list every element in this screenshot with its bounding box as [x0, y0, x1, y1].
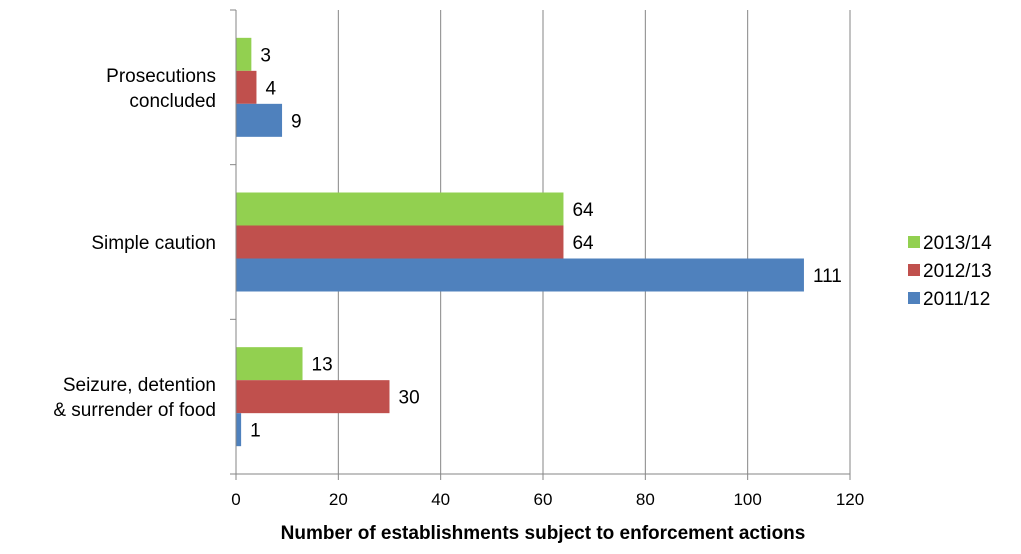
- legend-swatch: [908, 292, 920, 304]
- data-label: 64: [572, 233, 594, 254]
- bar: [236, 258, 804, 292]
- bar: [236, 380, 390, 414]
- category-label: Prosecutions concluded: [106, 66, 216, 112]
- bar: [236, 347, 303, 381]
- data-label: 13: [312, 355, 333, 376]
- data-label: 30: [399, 388, 420, 409]
- x-tick-labels: 0 20 40 60 80 100 120: [231, 490, 864, 509]
- legend-swatch: [908, 236, 920, 248]
- bar: [236, 103, 283, 137]
- bar: [236, 225, 564, 259]
- x-tick-label: 0: [231, 490, 240, 509]
- bar: [236, 70, 257, 104]
- legend-label: 2011/12: [923, 289, 990, 310]
- data-label: 4: [265, 78, 276, 99]
- bar: [236, 37, 252, 71]
- data-labels: 3 49 64 64 111 13 30 1: [250, 45, 842, 441]
- bars: [236, 37, 804, 447]
- bar: [236, 413, 242, 447]
- x-axis-title: Number of establishments subject to enfo…: [281, 523, 806, 544]
- x-tick-label: 40: [431, 490, 450, 509]
- x-tick-label: 60: [534, 490, 553, 509]
- legend-label: 2013/14: [923, 233, 992, 254]
- x-tick-label: 120: [836, 490, 864, 509]
- legend-swatch: [908, 264, 920, 276]
- bar: [236, 192, 564, 226]
- legend-label: 2012/13: [923, 261, 992, 282]
- category-label: Seizure, detention & surrender of food: [53, 375, 216, 421]
- x-tick-label: 20: [329, 490, 348, 509]
- axes: [230, 9, 851, 480]
- data-label: 9: [291, 111, 302, 132]
- data-label: 1: [250, 421, 261, 442]
- data-label: 64: [572, 200, 594, 221]
- x-tick-label: 100: [733, 490, 761, 509]
- x-tick-label: 80: [636, 490, 655, 509]
- data-label: 3: [260, 45, 271, 66]
- data-label: 111: [813, 266, 842, 287]
- legend: 2013/14 2012/13 2011/12: [908, 233, 992, 310]
- category-label: Simple caution: [91, 233, 216, 254]
- category-labels: Prosecutions concluded Simple caution Seizu…: [53, 66, 216, 421]
